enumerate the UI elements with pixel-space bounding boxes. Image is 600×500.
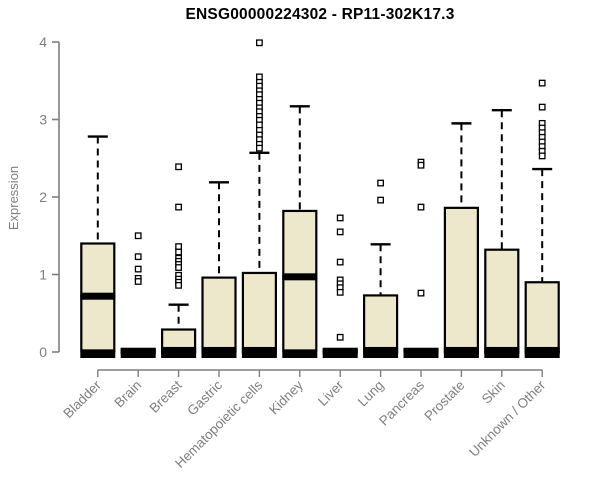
median-liver xyxy=(322,347,358,355)
x-tick-label-pancreas: Pancreas xyxy=(376,377,427,428)
outlier-hematopoietic-cells-17 xyxy=(255,144,263,152)
outlier-breast-7 xyxy=(175,264,183,271)
box-skin xyxy=(484,248,520,354)
outlier-hematopoietic-cells-1 xyxy=(255,73,263,81)
outlier-breast-1 xyxy=(175,203,183,211)
x-tick-label-prostate: Prostate xyxy=(421,378,467,424)
median-unknown-other xyxy=(524,346,560,354)
median-prostate xyxy=(443,346,479,354)
base-bar-lung xyxy=(363,351,399,358)
x-tick-label-unknown-other: Unknown / Other xyxy=(466,377,549,460)
box-hematopoietic-cells xyxy=(241,271,277,354)
median-kidney xyxy=(282,273,318,281)
outlier-liver-2 xyxy=(336,258,344,266)
median-pancreas xyxy=(403,347,439,355)
chart-title: ENSG00000224302 - RP11-302K17.3 xyxy=(185,6,455,23)
outlier-liver-6 xyxy=(336,288,344,296)
y-tick-label-0: 0 xyxy=(39,344,47,360)
y-tick-label-3: 3 xyxy=(39,112,47,128)
base-bar-hematopoietic-cells xyxy=(241,351,277,358)
outlier-liver-1 xyxy=(336,228,344,236)
outlier-pancreas-1 xyxy=(417,161,425,169)
outlier-liver-7 xyxy=(336,333,344,341)
x-tick-label-liver: Liver xyxy=(315,377,347,409)
outlier-hematopoietic-cells-0 xyxy=(255,39,263,47)
outlier-breast-2 xyxy=(175,243,183,251)
base-bar-unknown-other xyxy=(524,351,560,358)
outlier-lung-0 xyxy=(377,179,385,187)
outlier-lung-1 xyxy=(377,196,385,204)
outlier-brain-1 xyxy=(134,253,142,261)
median-lung xyxy=(363,346,399,354)
box-gastric xyxy=(201,276,237,354)
base-bar-breast xyxy=(161,351,197,358)
median-bladder xyxy=(80,292,116,300)
outlier-unknown-other-1 xyxy=(538,103,546,111)
box-unknown-other xyxy=(524,281,560,354)
outlier-breast-0 xyxy=(175,163,183,171)
outlier-brain-4 xyxy=(134,278,142,285)
x-tick-label-kidney: Kidney xyxy=(266,377,306,417)
box-prostate xyxy=(443,206,479,354)
x-tick-label-skin: Skin xyxy=(479,378,508,407)
outlier-breast-3 xyxy=(175,248,183,256)
outlier-pancreas-2 xyxy=(417,203,425,211)
base-bar-bladder xyxy=(80,351,116,358)
outlier-brain-2 xyxy=(134,265,142,273)
median-breast xyxy=(161,346,197,354)
x-tick-label-breast: Breast xyxy=(147,377,185,415)
base-bar-gastric xyxy=(201,351,237,358)
base-bar-skin xyxy=(484,351,520,358)
y-tick-label-2: 2 xyxy=(39,189,47,205)
outlier-unknown-other-9 xyxy=(538,152,546,160)
y-tick-label-4: 4 xyxy=(39,34,47,50)
x-tick-label-bladder: Bladder xyxy=(60,377,104,421)
box-kidney xyxy=(282,209,318,352)
outlier-unknown-other-0 xyxy=(538,79,546,87)
outlier-breast-11 xyxy=(175,281,183,289)
outlier-pancreas-3 xyxy=(417,289,425,297)
box-lung xyxy=(363,294,399,354)
median-brain xyxy=(120,347,156,355)
outlier-liver-0 xyxy=(336,214,344,222)
median-skin xyxy=(484,346,520,354)
base-bar-kidney xyxy=(282,351,318,358)
y-tick-label-1: 1 xyxy=(39,267,47,283)
median-hematopoietic-cells xyxy=(241,346,277,354)
outlier-hematopoietic-cells-12 xyxy=(255,121,263,129)
x-tick-label-lung: Lung xyxy=(355,378,387,410)
x-tick-label-brain: Brain xyxy=(111,378,144,411)
median-gastric xyxy=(201,346,237,354)
base-bar-prostate xyxy=(443,351,479,358)
outlier-brain-0 xyxy=(134,232,142,240)
